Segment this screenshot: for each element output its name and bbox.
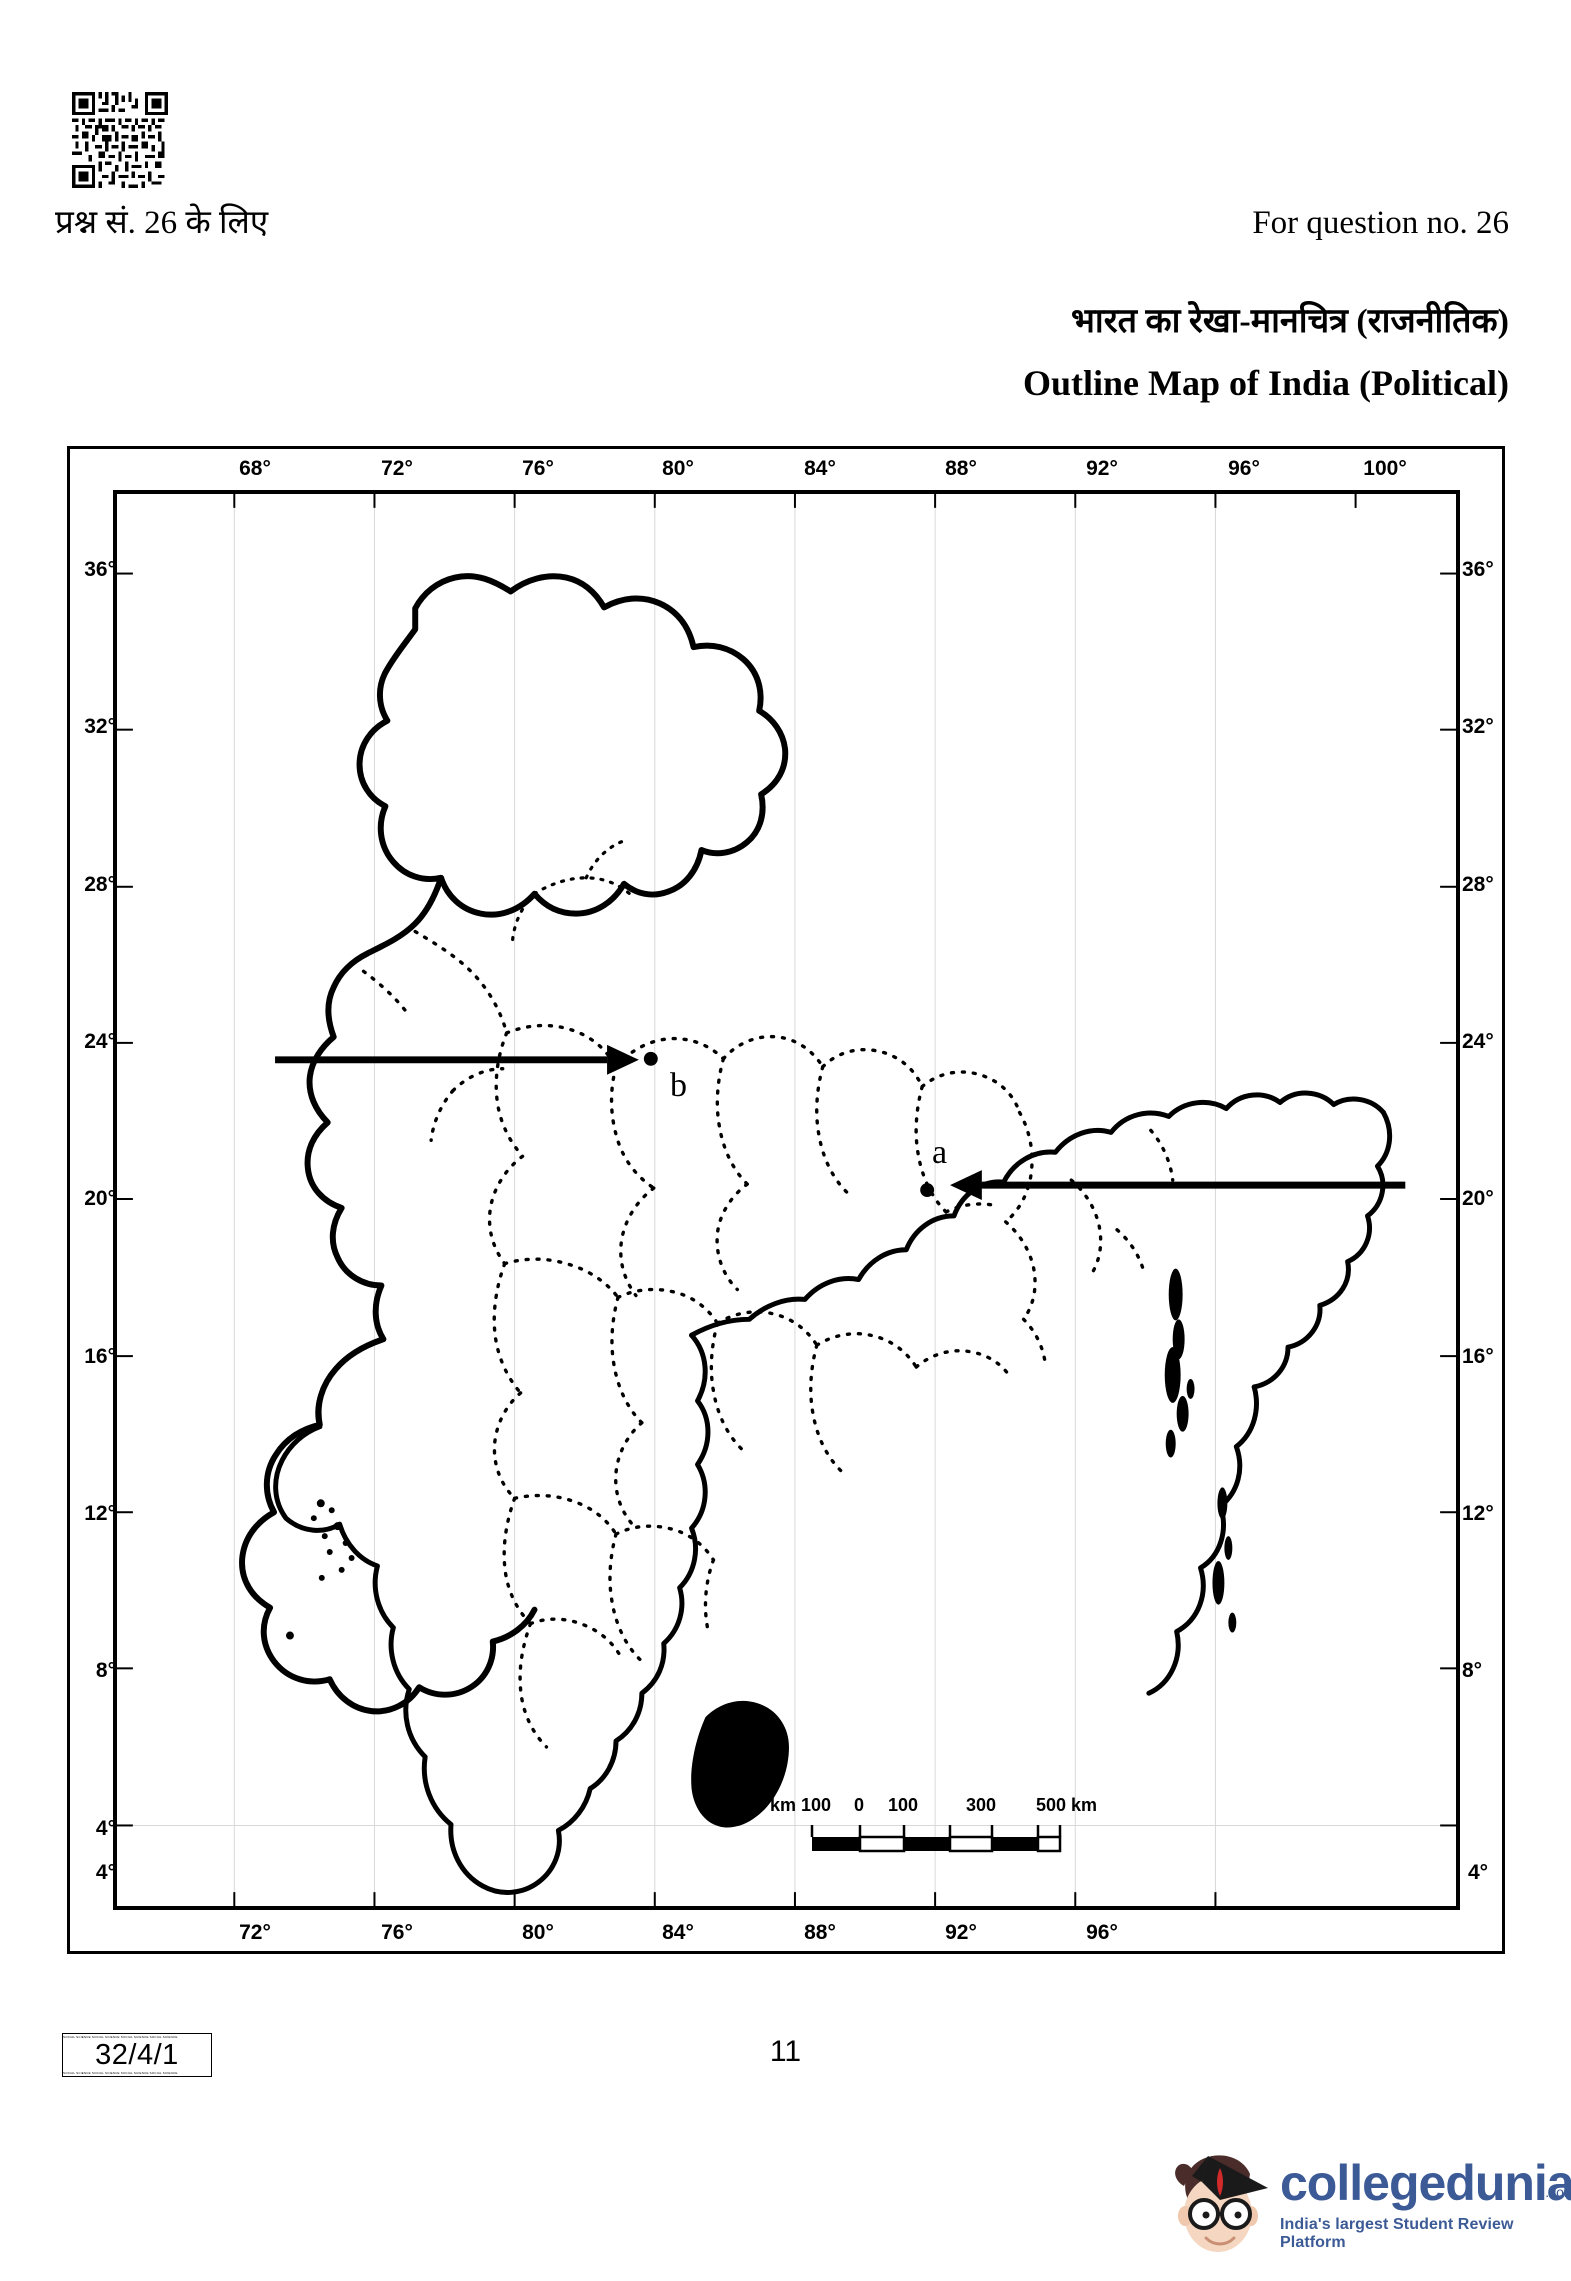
axis-top-tick-5: 88°: [945, 457, 977, 480]
axis-right-tick-2: 28°: [1462, 873, 1494, 896]
scale-label-1: 0: [854, 1795, 865, 1815]
page-number: 11: [769, 2035, 802, 2068]
axis-right-tick-6: 12°: [1462, 1502, 1494, 1525]
marker-b-arrow: [275, 1044, 639, 1075]
axis-top-tick-8: 100°: [1363, 457, 1407, 480]
map-title-english: Outline Map of India (Political): [1023, 363, 1509, 403]
axis-top-tick-2: 76°: [522, 457, 554, 480]
collegedunia-watermark: collegedunia .com India's largest Studen…: [1158, 2140, 1571, 2272]
axis-right-tick-3: 24°: [1462, 1030, 1494, 1053]
axis-top-tick-7: 96°: [1228, 457, 1260, 480]
axis-bottom-left-corner: 4°: [95, 1861, 116, 1884]
axis-bottom-tick-3: 84°: [662, 1921, 694, 1944]
logo-text-block: collegedunia .com India's largest Studen…: [1280, 2158, 1571, 2252]
axis-bottom-tick-2: 80°: [522, 1921, 554, 1944]
marker-label-a: a: [932, 1134, 948, 1171]
logo-wordmark: collegedunia: [1280, 2155, 1571, 2211]
axis-right-tick-7: 8°: [1462, 1659, 1483, 1682]
paper-code-box: SOCIAL SCIENCE SOCIAL SCIENCE SOCIAL SCI…: [62, 2033, 212, 2077]
map-scale-bar: km 100 0 100 300 500 km: [770, 1795, 1097, 1864]
axis-bottom-tick-4: 88°: [804, 1921, 836, 1944]
map-title-hindi: भारत का रेखा-मानचित्र (राजनीतिक): [1071, 303, 1509, 340]
axis-top-tick-6: 92°: [1086, 457, 1118, 480]
axis-left-tick-3: 24°: [84, 1030, 116, 1053]
india-outline-map: [117, 494, 1456, 1906]
marker-a-arrow: [950, 1170, 1406, 1200]
map-outer-frame: 68° 72° 76° 80° 84° 88° 92° 96° 100° 72°…: [67, 446, 1505, 1954]
axis-left-tick-5: 16°: [84, 1345, 116, 1368]
axis-right-tick-5: 16°: [1462, 1345, 1494, 1368]
axis-left-tick-8: 4°: [95, 1817, 116, 1840]
axis-bottom-tick-0: 72°: [239, 1921, 271, 1944]
question-header-row: प्रश्न सं. 26 के लिए For question no. 26: [0, 200, 1571, 246]
axis-right-tick-1: 32°: [1462, 715, 1494, 738]
scale-label-4: 500 km: [1036, 1795, 1098, 1815]
axis-left-tick-6: 12°: [84, 1502, 116, 1525]
student-avatar-icon: [1175, 2155, 1268, 2252]
axis-left-tick-2: 28°: [84, 873, 116, 896]
axis-left-tick-0: 36°: [84, 558, 116, 581]
marker-label-b: b: [670, 1067, 687, 1104]
axis-right-tick-4: 20°: [1462, 1187, 1494, 1210]
axis-left-tick-7: 8°: [95, 1659, 116, 1682]
scale-bar-graphic: [810, 1825, 1062, 1853]
code-box-microtext-bottom: SOCIAL SCIENCE SOCIAL SCIENCE SOCIAL SCI…: [63, 2071, 178, 2075]
axis-top-tick-4: 84°: [804, 457, 836, 480]
logo-tagline: India's largest Student Review Platform: [1280, 2216, 1514, 2251]
axis-bottom-tick-6: 96°: [1086, 1921, 1118, 1944]
header-hindi-label: प्रश्न सं. 26 के लिए: [55, 205, 269, 241]
header-english-label: For question no. 26: [1252, 205, 1509, 241]
axis-bottom-tick-5: 92°: [945, 1921, 977, 1944]
marker-a-dot: [920, 1183, 935, 1198]
axis-right-tick-0: 36°: [1462, 558, 1494, 581]
marker-b-dot: [643, 1051, 658, 1066]
axis-left-tick-1: 32°: [84, 715, 116, 738]
map-inner-frame: b a: [113, 490, 1460, 1910]
code-box-microtext-top: SOCIAL SCIENCE SOCIAL SCIENCE SOCIAL SCI…: [63, 2035, 178, 2039]
scale-label-3: 300: [966, 1795, 997, 1815]
axis-top-tick-3: 80°: [662, 457, 694, 480]
scale-label-0: km 100: [770, 1795, 832, 1815]
scale-label-2: 100: [888, 1795, 919, 1815]
qr-code: [72, 92, 168, 188]
axis-left-tick-4: 20°: [84, 1187, 116, 1210]
axis-bottom-right-corner: 4°: [1468, 1861, 1489, 1884]
axis-top-tick-0: 68°: [239, 457, 271, 480]
axis-bottom-tick-1: 76°: [381, 1921, 413, 1944]
paper-code-value: 32/4/1: [95, 2038, 179, 2071]
logo-dotcom: .com: [1545, 2184, 1571, 2200]
axis-top-tick-1: 72°: [381, 457, 413, 480]
